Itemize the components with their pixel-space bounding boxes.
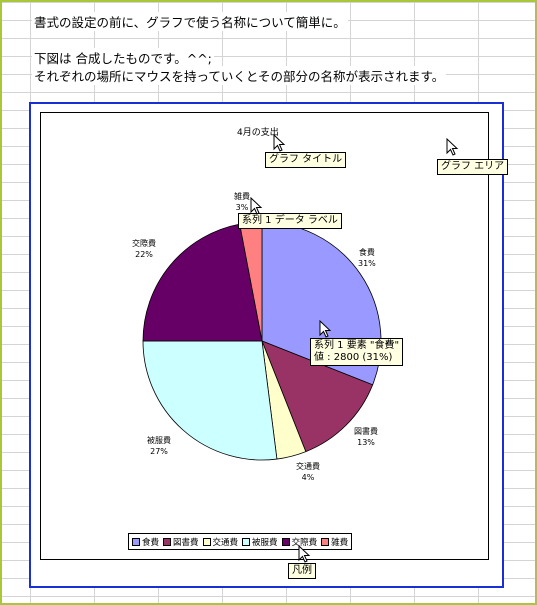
- legend-item-social: 交際費: [281, 536, 317, 548]
- legend-item-transport: 交通費: [202, 536, 238, 548]
- legend-swatch: [132, 537, 140, 546]
- intro-text: 書式の設定の前に、グラフで使う名称について簡単に。: [32, 12, 348, 31]
- pie-slice-clothing[interactable]: [142, 340, 278, 461]
- legend-swatch: [321, 537, 330, 546]
- tooltip-data-label: 系列 1 データ ラベル: [238, 213, 342, 229]
- mouse-pointer-icon: [446, 138, 459, 156]
- data-label-clothing[interactable]: 被服費 27%: [147, 436, 171, 456]
- legend-swatch: [242, 537, 251, 546]
- data-label-transport[interactable]: 交通費 4%: [296, 462, 320, 482]
- legend-item-food: 食費: [132, 536, 159, 548]
- legend-item-misc: 雑費: [321, 536, 348, 548]
- mouse-pointer-icon: [319, 320, 332, 338]
- data-label-food[interactable]: 食費 31%: [358, 248, 376, 268]
- pie-slice-social[interactable]: [142, 223, 263, 342]
- mouse-pointer-icon: [273, 134, 286, 152]
- chart-legend[interactable]: 食費 図書費 交通費 被服費 交際費 雑費: [128, 533, 353, 550]
- mouse-pointer-icon: [250, 197, 263, 215]
- legend-item-books: 図書費: [163, 536, 199, 548]
- chart-title[interactable]: 4月の支出: [237, 128, 279, 138]
- data-label-books[interactable]: 図書費 13%: [354, 427, 378, 447]
- data-label-social[interactable]: 交際費 22%: [132, 239, 156, 259]
- legend-swatch: [202, 537, 211, 546]
- legend-item-clothing: 被服費: [242, 536, 278, 548]
- legend-swatch: [281, 537, 290, 546]
- data-label-misc[interactable]: 雑費 3%: [234, 192, 250, 212]
- instruction-text: それぞれの場所にマウスを持っていくとその部分の名称が表示されます。: [32, 66, 447, 85]
- tooltip-legend: 凡例: [288, 563, 316, 579]
- tooltip-chart-area: グラフ エリア: [437, 159, 509, 175]
- tooltip-chart-title: グラフ タイトル: [265, 152, 347, 168]
- pie-slice-books[interactable]: [261, 340, 374, 453]
- tooltip-series-element: 系列 1 要素 "食費" 値 : 2800 (31%): [310, 338, 404, 366]
- mouse-pointer-icon: [298, 545, 311, 563]
- legend-swatch: [163, 537, 172, 546]
- note-text: 下図は 合成したものです。^^;: [32, 48, 214, 67]
